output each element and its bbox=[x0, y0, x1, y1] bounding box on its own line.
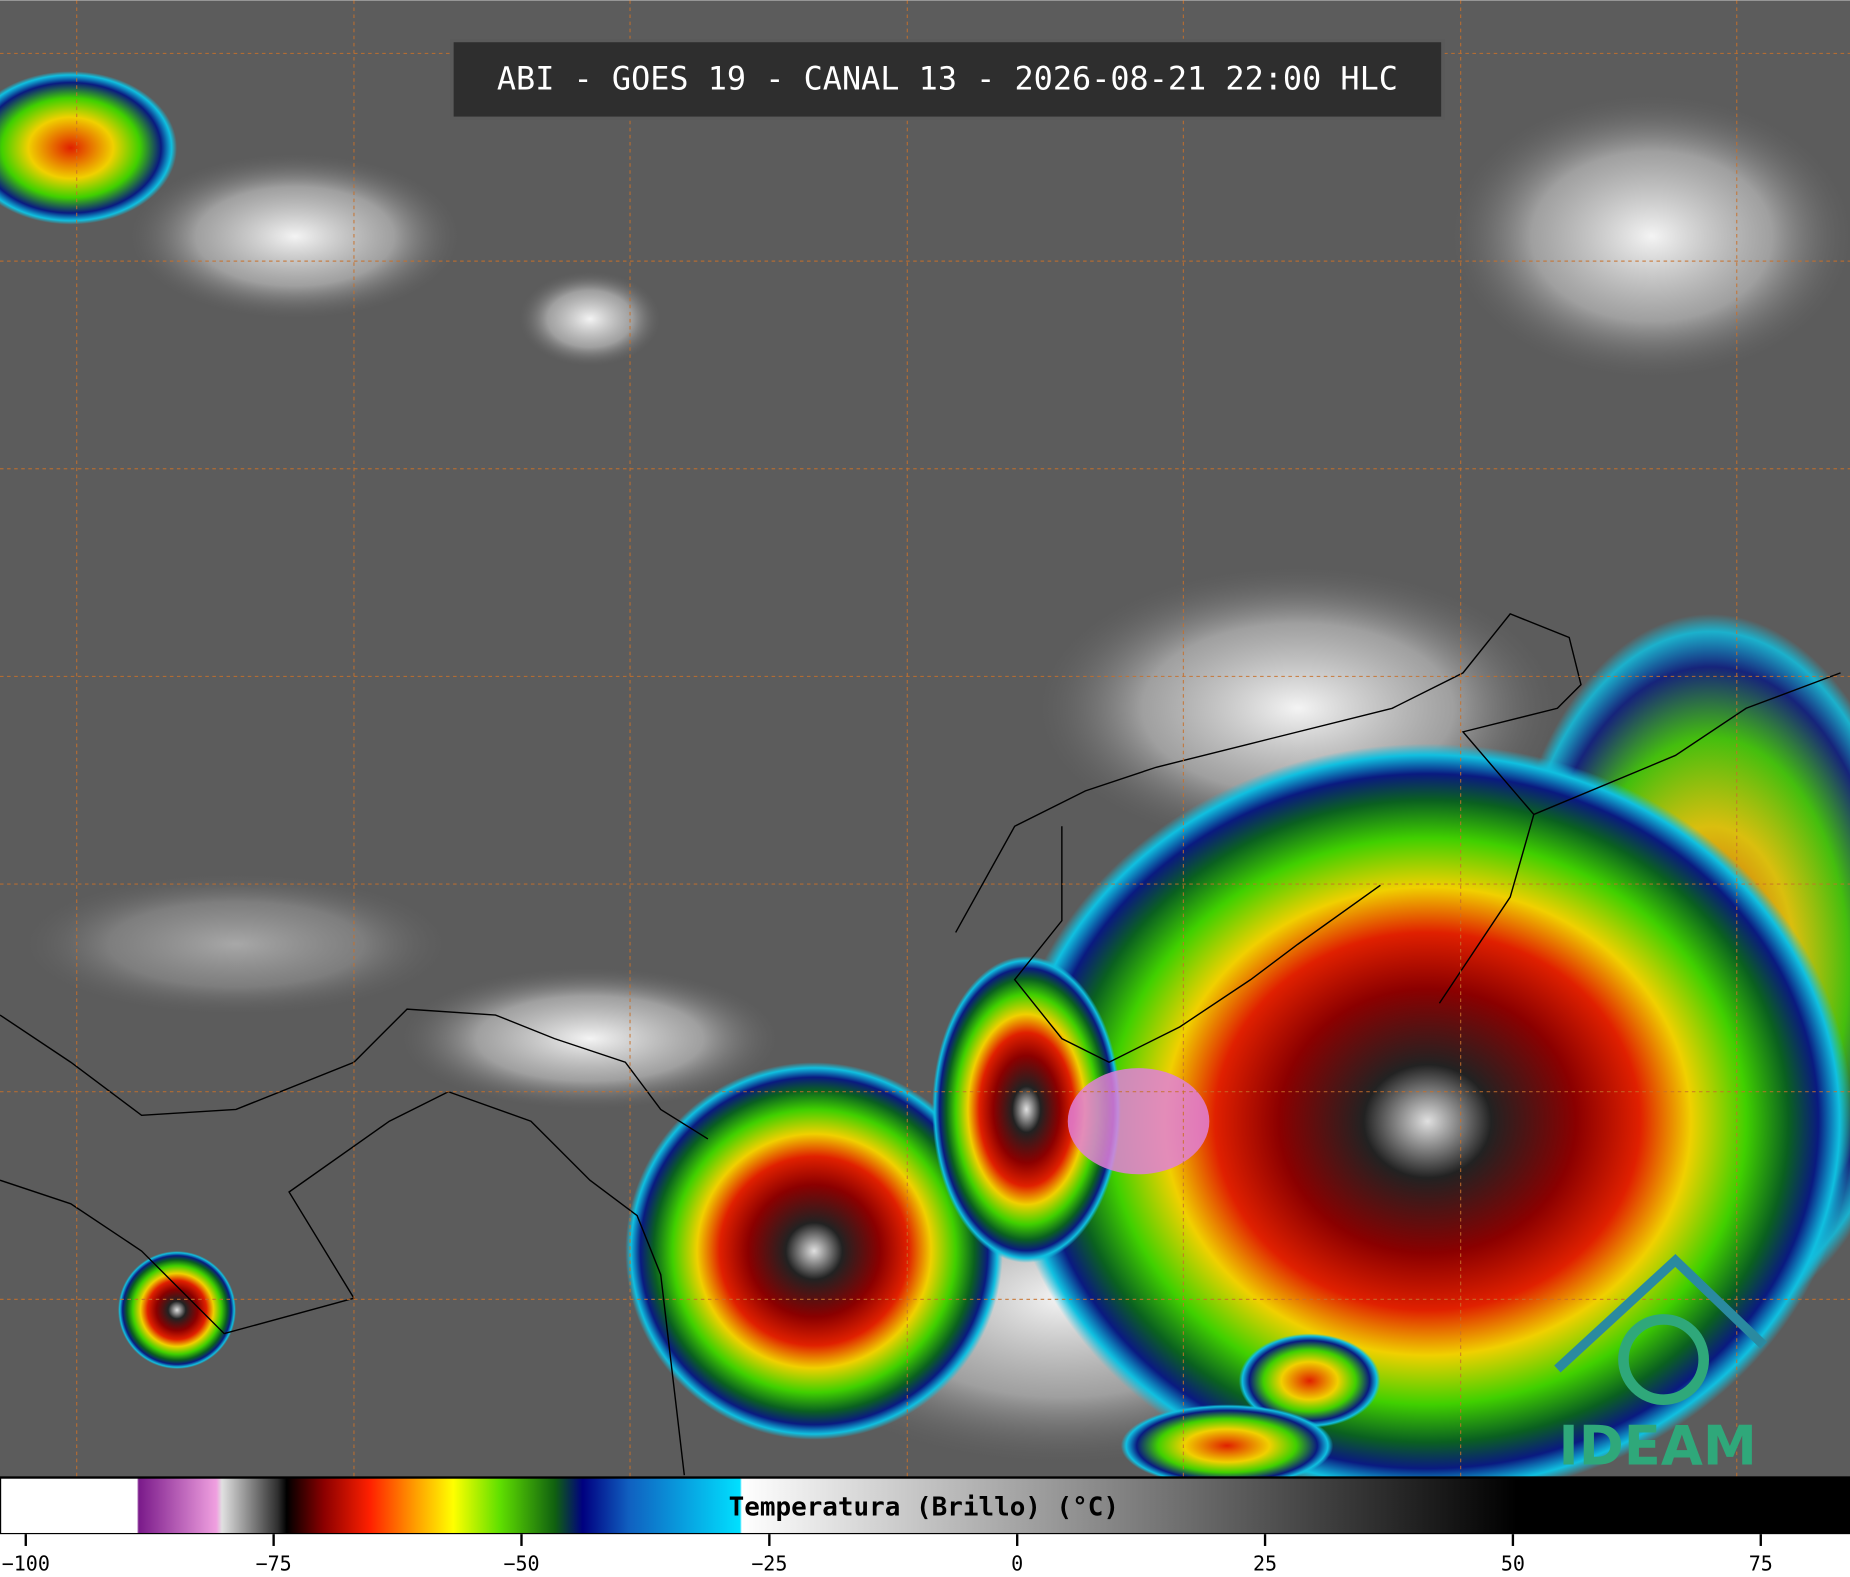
tick-label: 25 bbox=[1253, 1551, 1277, 1575]
title-box bbox=[450, 38, 1445, 121]
lat-lon-grid bbox=[0, 0, 1850, 1478]
logo-text: IDEAM bbox=[1559, 1414, 1757, 1477]
tick-label: 50 bbox=[1501, 1551, 1525, 1575]
title: ABI - GOES 19 - CANAL 13 - 2026-08-21 22… bbox=[497, 60, 1398, 98]
tick-area bbox=[0, 1534, 1850, 1577]
tick-label: −50 bbox=[503, 1551, 539, 1575]
logo: IDEAM bbox=[1554, 1253, 1768, 1477]
coastlines bbox=[0, 613, 1841, 1476]
tick-label: −100 bbox=[2, 1551, 50, 1575]
tick-label: 0 bbox=[1011, 1551, 1023, 1575]
colorbar bbox=[0, 1476, 1850, 1536]
colorbar-ticks: −100 −75 −50 −25 0 25 50 75 bbox=[2, 1534, 1773, 1575]
tick-label: −25 bbox=[751, 1551, 787, 1575]
tick-label: −75 bbox=[256, 1551, 292, 1575]
colorbar-label: Temperatura (Brillo) (°C) bbox=[729, 1493, 1119, 1523]
storms bbox=[0, 71, 1850, 1499]
tick-label: 75 bbox=[1749, 1551, 1773, 1575]
